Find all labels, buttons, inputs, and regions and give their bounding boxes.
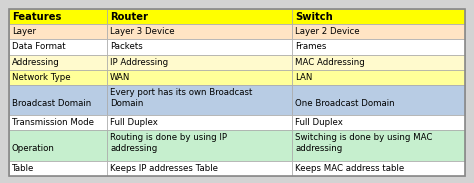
Bar (107, 115, 292, 130)
Text: One Broadcast Domain: One Broadcast Domain (295, 99, 395, 108)
Text: Table: Table (12, 164, 34, 173)
Text: Full Duplex: Full Duplex (110, 118, 158, 127)
Text: Switching is done by using MAC
addressing: Switching is done by using MAC addressin… (295, 133, 433, 153)
Text: Routing is done by using IP
addressing: Routing is done by using IP addressing (110, 133, 227, 153)
Bar (292, 9, 465, 24)
Bar (9, 115, 107, 130)
Text: WAN: WAN (110, 73, 130, 82)
Bar (292, 70, 465, 85)
Bar (107, 24, 292, 39)
Bar (9, 70, 107, 85)
Text: IP Addressing: IP Addressing (110, 58, 168, 67)
Bar (292, 85, 465, 115)
Bar (9, 85, 107, 115)
Bar (9, 130, 107, 160)
Text: Layer: Layer (12, 27, 36, 36)
Text: Layer 2 Device: Layer 2 Device (295, 27, 360, 36)
Bar (107, 9, 292, 24)
Text: Transmission Mode: Transmission Mode (12, 118, 94, 127)
Bar (292, 24, 465, 39)
Bar (107, 39, 292, 55)
Bar (292, 55, 465, 70)
Text: Router: Router (110, 12, 148, 22)
Text: Every port has its own Broadcast
Domain: Every port has its own Broadcast Domain (110, 88, 253, 108)
Text: Addressing: Addressing (12, 58, 60, 67)
Text: Data Format: Data Format (12, 42, 65, 51)
Text: Features: Features (12, 12, 61, 22)
Text: Keeps MAC address table: Keeps MAC address table (295, 164, 404, 173)
Text: Full Duplex: Full Duplex (295, 118, 343, 127)
Text: Operation: Operation (12, 144, 55, 153)
Bar (292, 39, 465, 55)
Bar (292, 115, 465, 130)
Bar (107, 85, 292, 115)
Bar (9, 39, 107, 55)
Bar (9, 55, 107, 70)
Bar (9, 9, 107, 24)
Text: Packets: Packets (110, 42, 143, 51)
Bar (107, 55, 292, 70)
Text: Keeps IP addresses Table: Keeps IP addresses Table (110, 164, 218, 173)
Text: Broadcast Domain: Broadcast Domain (12, 99, 91, 108)
Text: Network Type: Network Type (12, 73, 71, 82)
Bar (107, 70, 292, 85)
Bar (9, 160, 107, 176)
Text: Switch: Switch (295, 12, 333, 22)
Bar (107, 160, 292, 176)
Bar (292, 160, 465, 176)
Bar (107, 130, 292, 160)
Text: Layer 3 Device: Layer 3 Device (110, 27, 175, 36)
Bar (292, 130, 465, 160)
Bar (9, 24, 107, 39)
Text: LAN: LAN (295, 73, 312, 82)
Text: MAC Addressing: MAC Addressing (295, 58, 365, 67)
Text: Frames: Frames (295, 42, 327, 51)
